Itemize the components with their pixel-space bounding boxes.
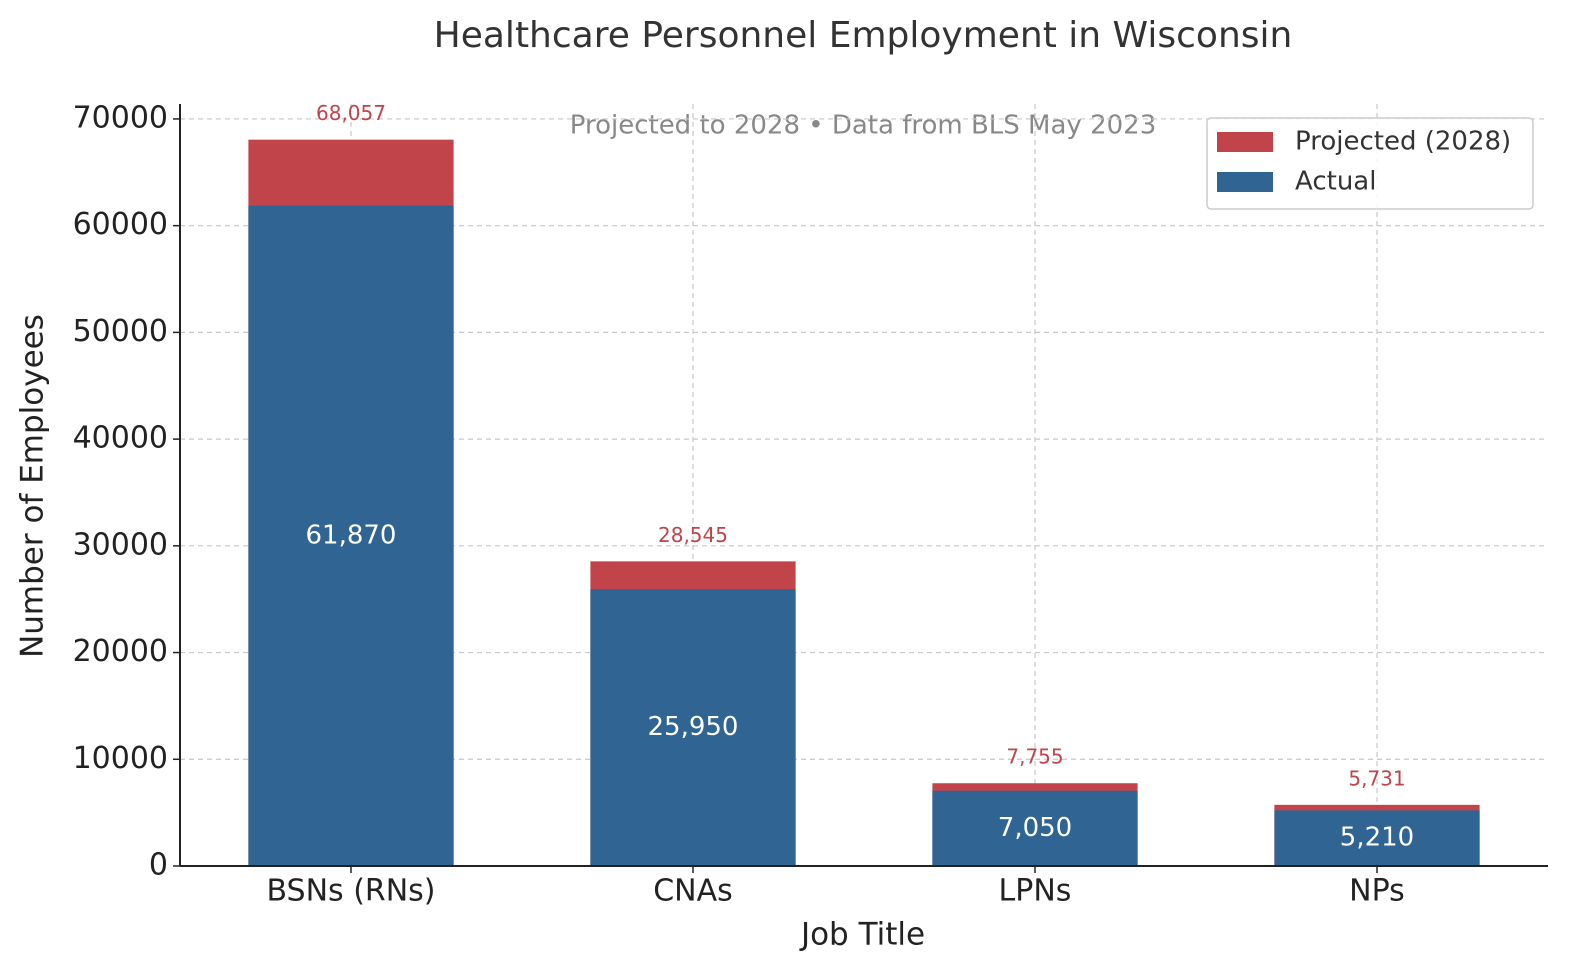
bar	[1274, 810, 1480, 866]
x-tick-label: NPs	[1349, 874, 1405, 909]
data-label: 68,057	[316, 101, 386, 125]
y-tick-label: 60000	[73, 207, 168, 242]
subtitle: Projected to 2028 • Data from BLS May 20…	[570, 111, 1157, 141]
bar	[590, 589, 796, 866]
legend-swatch	[1217, 172, 1273, 192]
x-axis-label: Job Title	[799, 917, 925, 953]
y-tick-label: 70000	[73, 100, 168, 135]
bar	[248, 205, 454, 866]
y-tick-label: 10000	[73, 741, 168, 776]
data-label: 5,210	[1340, 823, 1414, 853]
y-tick-label: 40000	[73, 421, 168, 456]
data-label: 7,755	[1006, 745, 1063, 769]
legend-label: Projected (2028)	[1295, 127, 1511, 157]
legend-swatch	[1217, 132, 1273, 152]
data-label: 7,050	[998, 813, 1072, 843]
y-tick-label: 30000	[73, 527, 168, 562]
y-tick-label: 20000	[73, 634, 168, 669]
legend-label: Actual	[1295, 167, 1376, 197]
data-label: 28,545	[658, 523, 728, 547]
bar	[932, 790, 1138, 866]
chart-title: Healthcare Personnel Employment in Wisco…	[434, 15, 1293, 56]
data-label: 25,950	[648, 712, 739, 742]
x-tick-label: LPNs	[999, 874, 1072, 909]
y-tick-label: 0	[149, 848, 168, 883]
y-tick-label: 50000	[73, 314, 168, 349]
data-label: 5,731	[1348, 766, 1405, 790]
x-tick-label: CNAs	[653, 874, 733, 909]
x-tick-label: BSNs (RNs)	[266, 874, 435, 909]
legend	[1206, 117, 1534, 210]
y-axis-label: Number of Employees	[15, 314, 51, 658]
data-label: 61,870	[306, 520, 397, 550]
